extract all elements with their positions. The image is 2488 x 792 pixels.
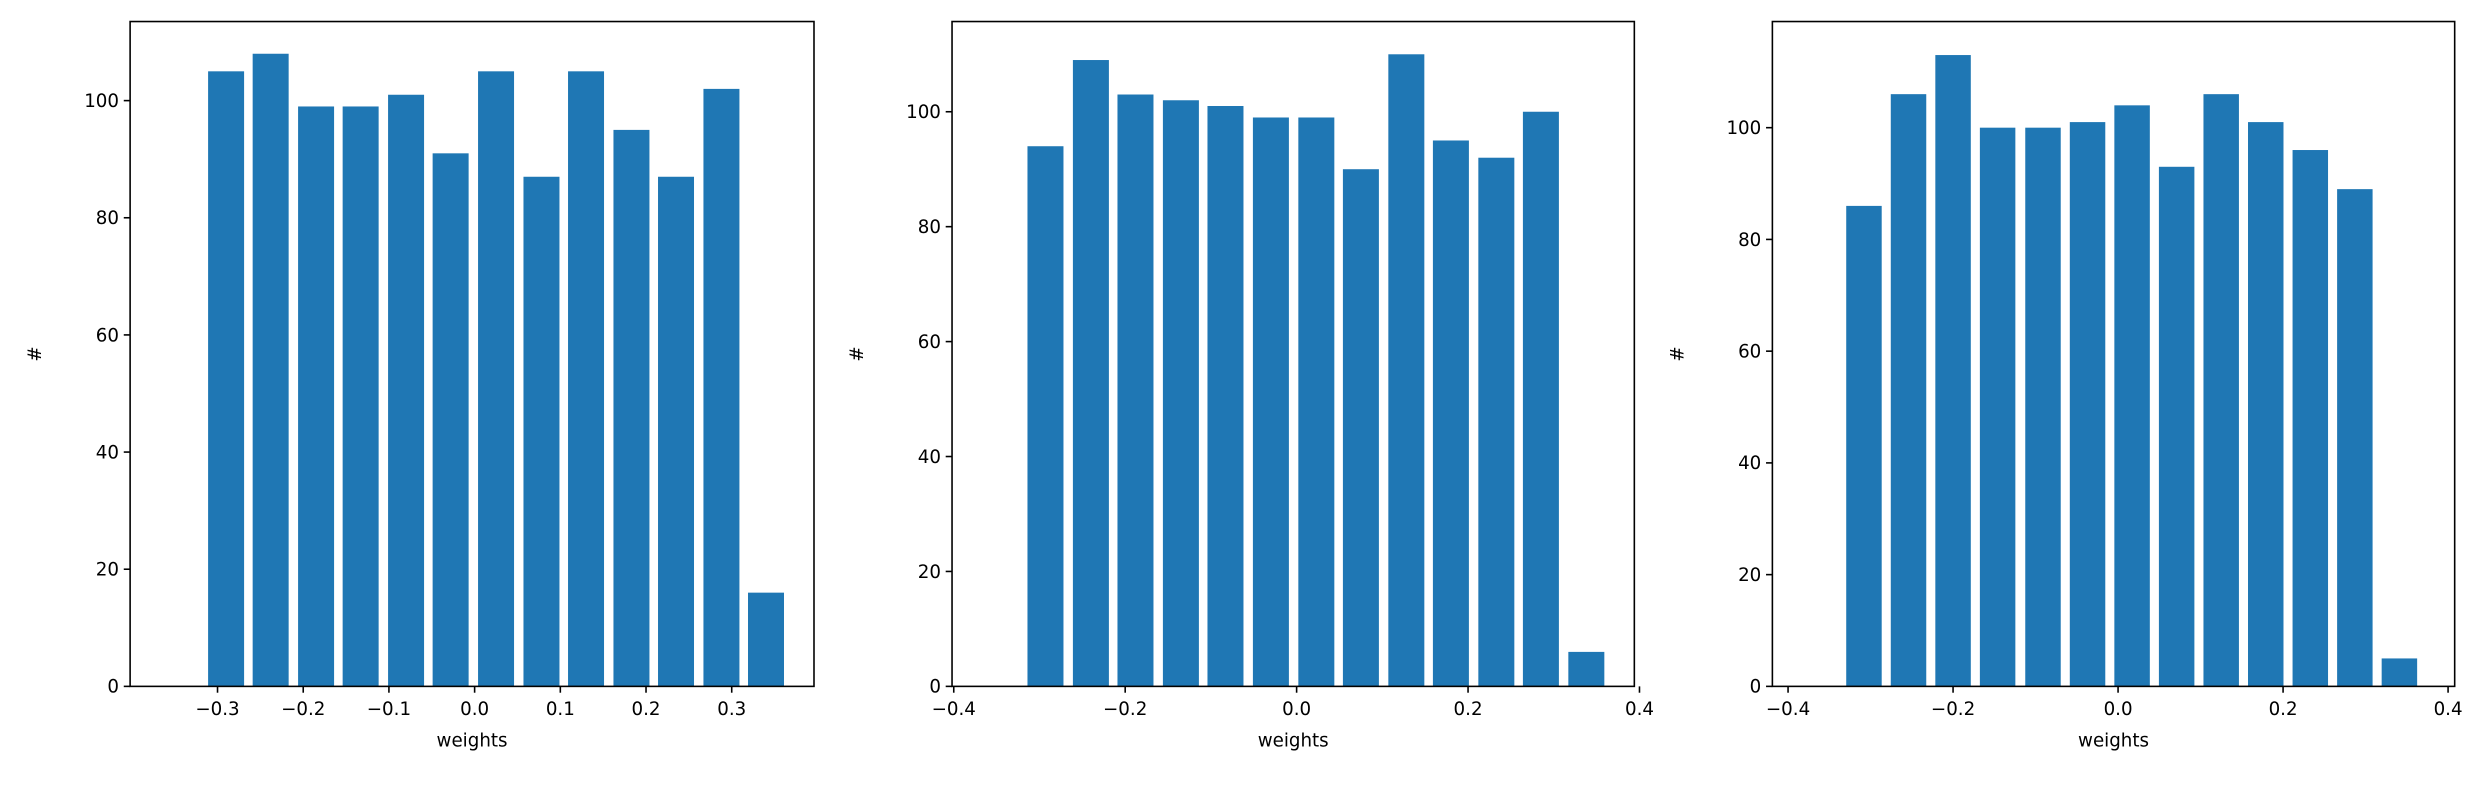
y-tick-label: 40 xyxy=(96,442,119,463)
y-tick-label: 0 xyxy=(107,677,119,698)
x-tick-label: −0.4 xyxy=(1766,699,1810,720)
y-tick-label: 40 xyxy=(1738,453,1761,474)
y-tick-label: 40 xyxy=(918,447,941,468)
y-axis-label: # xyxy=(847,346,868,361)
bar xyxy=(388,94,425,687)
x-tick-label: 0.0 xyxy=(460,699,489,720)
y-tick-label: 0 xyxy=(1750,677,1762,698)
y-tick-label: 100 xyxy=(84,91,119,112)
bar xyxy=(1072,60,1109,687)
y-tick-label: 60 xyxy=(918,332,941,353)
x-tick-label: 0.4 xyxy=(1625,699,1654,720)
bar xyxy=(1252,117,1289,687)
y-axis-label: # xyxy=(25,346,46,361)
y-axis-label: # xyxy=(1668,346,1689,361)
bar xyxy=(1342,169,1379,687)
y-tick-label: 60 xyxy=(1738,342,1761,363)
y-tick-label: 80 xyxy=(96,208,119,229)
x-tick-label: −0.2 xyxy=(1103,699,1147,720)
bar xyxy=(2203,94,2239,687)
x-tick-label: 0.2 xyxy=(1454,699,1483,720)
bar xyxy=(1117,94,1154,687)
axes-frame xyxy=(1771,20,2456,688)
bar xyxy=(1935,55,1971,687)
bar xyxy=(1027,146,1064,687)
bar xyxy=(2114,105,2150,687)
bar xyxy=(1298,117,1335,687)
y-tick-label: 20 xyxy=(918,562,941,583)
bar xyxy=(1478,157,1515,687)
bar xyxy=(1979,127,2016,687)
x-axis-label: weights xyxy=(1258,731,1329,752)
x-tick-label: 0.0 xyxy=(1282,699,1311,720)
bar xyxy=(2337,189,2373,687)
x-tick-label: 0.0 xyxy=(2104,699,2133,720)
bar xyxy=(208,71,245,687)
axes-frame xyxy=(951,20,1636,688)
x-tick-label: −0.2 xyxy=(1931,699,1975,720)
bar xyxy=(1162,100,1199,687)
x-tick-label: −0.2 xyxy=(281,699,325,720)
y-tick-label: 100 xyxy=(1726,118,1761,139)
y-tick-label: 60 xyxy=(96,325,119,346)
bar xyxy=(2381,658,2418,687)
bar xyxy=(523,176,560,687)
bar xyxy=(478,71,515,687)
bar xyxy=(298,106,335,687)
x-tick-label: −0.3 xyxy=(195,699,239,720)
x-tick-label: −0.4 xyxy=(932,699,976,720)
bar xyxy=(568,71,605,687)
bar xyxy=(2292,150,2329,687)
bar xyxy=(1522,111,1559,687)
bar xyxy=(2248,122,2284,687)
bar xyxy=(2069,122,2106,687)
x-axis-label: weights xyxy=(437,731,508,752)
bar xyxy=(2158,166,2195,687)
axes-frame xyxy=(129,20,815,688)
bar xyxy=(1846,205,1882,687)
bar xyxy=(703,88,740,687)
y-tick-label: 0 xyxy=(929,677,941,698)
x-tick-label: 0.4 xyxy=(2434,699,2463,720)
y-tick-label: 80 xyxy=(1738,230,1761,251)
bar xyxy=(252,53,289,687)
bar xyxy=(658,176,695,687)
y-tick-label: 80 xyxy=(918,217,941,238)
bar xyxy=(2025,127,2061,687)
bar xyxy=(1568,651,1605,687)
y-tick-label: 20 xyxy=(1738,565,1761,586)
x-tick-label: 0.3 xyxy=(717,699,746,720)
bar xyxy=(1207,106,1244,687)
bar xyxy=(342,106,379,687)
bar xyxy=(748,592,785,687)
bar xyxy=(613,129,650,687)
x-tick-label: 0.2 xyxy=(632,699,661,720)
x-tick-label: −0.1 xyxy=(367,699,411,720)
bar xyxy=(432,153,469,687)
bar xyxy=(1890,94,1927,687)
y-tick-label: 20 xyxy=(96,560,119,581)
x-tick-label: 0.2 xyxy=(2269,699,2298,720)
bar xyxy=(1432,140,1469,687)
y-tick-label: 100 xyxy=(906,102,941,123)
x-axis-label: weights xyxy=(2078,731,2149,752)
x-tick-label: 0.1 xyxy=(546,699,575,720)
bar xyxy=(1388,54,1425,687)
